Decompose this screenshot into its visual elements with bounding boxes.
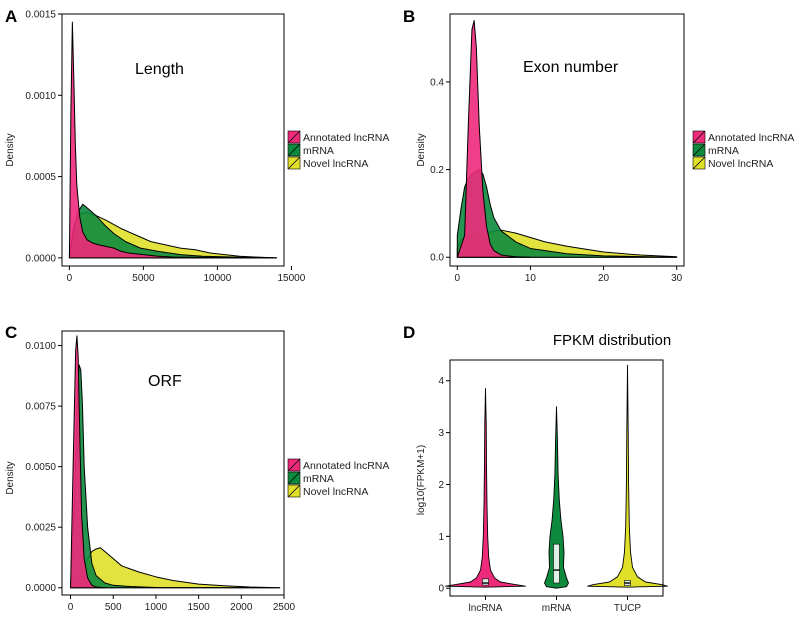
panel-b-ytick-label-2: 0.4 bbox=[430, 77, 444, 88]
panel-b-frame bbox=[449, 13, 685, 267]
panel-c-xtick-label-0: 0 bbox=[68, 602, 74, 613]
panel-c-legend-label-1: Annotated lncRNA bbox=[303, 460, 389, 472]
panel-b-legend-key-1 bbox=[692, 130, 706, 144]
panel-d-xtick-label-tucp: TUCP bbox=[614, 603, 642, 614]
panel-d-ytick-label-2: 2 bbox=[438, 480, 444, 491]
panel-d-xtick-label-mrna: mRNA bbox=[542, 603, 572, 614]
panel-a-legend-label-2: mRNA bbox=[303, 145, 334, 157]
panel-c-legend-key-1 bbox=[287, 458, 301, 472]
panel-c-frame bbox=[61, 330, 285, 596]
panel-d-letter: D bbox=[403, 323, 415, 342]
panel-c-legend-slash-1 bbox=[287, 458, 301, 472]
panel-a-xtick-label-2: 10000 bbox=[203, 273, 231, 284]
panel-b-plot: 0 10 20 30 0.0 0.2 0.4 Annotated lncRNAmRNANove… bbox=[430, 13, 794, 284]
panel-c-xtick-label-5: 2500 bbox=[273, 602, 296, 613]
panel-b-density-annotated-lncrna bbox=[456, 20, 531, 258]
panel-d-ytick-label-0: 0 bbox=[438, 584, 444, 595]
panel-b-ylabel: Density bbox=[416, 133, 427, 166]
panel-b-ytick-label-1: 0.2 bbox=[430, 165, 444, 176]
panel-a-legend-slash-1 bbox=[287, 130, 301, 144]
panel-b-letter: B bbox=[403, 7, 415, 26]
panel-d: D FPKM distribution log10(FPKM+1) bbox=[403, 323, 671, 515]
panel-d-ytick-label-1: 1 bbox=[438, 532, 444, 543]
panel-a-legend-label-3: Novel lncRNA bbox=[303, 158, 368, 170]
panel-c-legend-label-3: Novel lncRNA bbox=[303, 486, 368, 498]
panel-a-legend-key-2 bbox=[287, 143, 301, 157]
panel-c-xtick-label-2: 1000 bbox=[145, 602, 168, 613]
panel-a-xtick-label-0: 0 bbox=[67, 273, 73, 284]
panel-a-frame bbox=[61, 13, 285, 267]
panel-d-title: FPKM distribution bbox=[553, 332, 671, 349]
panel-b-legend-label-2: mRNA bbox=[708, 145, 739, 157]
panel-c-xtick-label-3: 1500 bbox=[187, 602, 210, 613]
panel-b-legend-label-1: Annotated lncRNA bbox=[708, 132, 794, 144]
panel-c-ytick-label-2: 0.0050 bbox=[25, 462, 56, 473]
panel-c-ytick-label-1: 0.0025 bbox=[25, 523, 56, 534]
panel-a-title: Length bbox=[135, 61, 184, 78]
panel-c-legend-label-2: mRNA bbox=[303, 473, 334, 485]
panel-b-xtick-label-0: 0 bbox=[455, 273, 461, 284]
panel-d-xtick-label-lncrna: lncRNA bbox=[469, 603, 503, 614]
panel-a-letter: A bbox=[5, 7, 17, 26]
panel-b-legend-label-3: Novel lncRNA bbox=[708, 158, 773, 170]
panel-c-ylabel: Density bbox=[5, 461, 16, 494]
panel-c-letter: C bbox=[5, 323, 17, 342]
panel-a-density-mrna bbox=[68, 203, 278, 259]
panel-c-xtick-label-1: 500 bbox=[105, 602, 122, 613]
panel-b-legend-key-3 bbox=[692, 156, 706, 170]
panel-b-title: Exon number bbox=[523, 59, 619, 76]
panel-a-ytick-label-1: 0.0005 bbox=[25, 172, 56, 183]
panel-b-legend-key-2 bbox=[692, 143, 706, 157]
panel-a-legend-slash-3 bbox=[287, 156, 301, 170]
panel-d-ytick-label-4: 4 bbox=[438, 376, 444, 387]
panel-c-ytick-label-0: 0.0000 bbox=[25, 583, 56, 594]
panel-b-legend-slash-1 bbox=[692, 130, 706, 144]
panel-a-legend-key-3 bbox=[287, 156, 301, 170]
panel-a-ytick-label-3: 0.0015 bbox=[25, 10, 56, 21]
panel-c-ytick-label-3: 0.0075 bbox=[25, 402, 56, 413]
panel-b-legend-slash-2 bbox=[692, 143, 706, 157]
panel-d-ytick-label-3: 3 bbox=[438, 428, 444, 439]
panel-c-legend-slash-3 bbox=[287, 484, 301, 498]
panel-b-ytick-label-0: 0.0 bbox=[430, 253, 444, 264]
panel-c-title: ORF bbox=[148, 373, 182, 390]
panel-b-xtick-label-3: 30 bbox=[671, 273, 683, 284]
panel-d-violin-mrna bbox=[544, 406, 569, 589]
panel-d-ylabel: log10(FPKM+1) bbox=[416, 445, 427, 515]
panel-d-violin-tucp bbox=[587, 364, 668, 588]
panel-a-xtick-label-3: 15000 bbox=[277, 273, 305, 284]
panel-c-plot: 0 500 1000 1500 2000 2500 0.0000 0.0025 0.0050 0.… bbox=[25, 330, 389, 613]
panel-d-plot: lncRNA mRNA TUCP 0 1 2 3 4 bbox=[438, 359, 668, 614]
panel-a-ytick-label-0: 0.0000 bbox=[25, 253, 56, 264]
panel-d-box-mrna bbox=[553, 543, 560, 584]
panel-a-ylabel: Density bbox=[5, 133, 16, 166]
panel-c-xtick-label-4: 2000 bbox=[230, 602, 253, 613]
panel-c: C ORF Density bbox=[5, 323, 182, 495]
panel-c-legend-key-2 bbox=[287, 471, 301, 485]
panel-d-violin-lncrna bbox=[445, 388, 526, 588]
panel-c-ytick-label-4: 0.0100 bbox=[25, 341, 56, 352]
panel-c-legend-key-3 bbox=[287, 484, 301, 498]
panel-b: B Exon number Density bbox=[403, 7, 619, 167]
panel-d-frame bbox=[449, 359, 664, 597]
panel-a-legend-label-1: Annotated lncRNA bbox=[303, 132, 389, 144]
panel-a-legend-key-1 bbox=[287, 130, 301, 144]
panel-a: A Length Density bbox=[5, 7, 184, 167]
panel-b-xtick-label-1: 10 bbox=[525, 273, 537, 284]
panel-c-legend-slash-2 bbox=[287, 471, 301, 485]
panel-a-density-annotated-lncrna bbox=[68, 21, 278, 259]
panel-b-xtick-label-2: 20 bbox=[598, 273, 610, 284]
panel-a-plot: 0 5000 10000 15000 0.0000 0.0005 0.0010 0.0015 A… bbox=[25, 10, 389, 285]
panel-b-legend-slash-3 bbox=[692, 156, 706, 170]
panel-c-density-annotated-lncrna bbox=[70, 335, 106, 589]
panel-a-ytick-label-2: 0.0010 bbox=[25, 91, 56, 102]
panel-a-xtick-label-1: 5000 bbox=[132, 273, 155, 284]
panel-d-box-lncrna bbox=[482, 578, 489, 586]
panel-a-legend-slash-2 bbox=[287, 143, 301, 157]
